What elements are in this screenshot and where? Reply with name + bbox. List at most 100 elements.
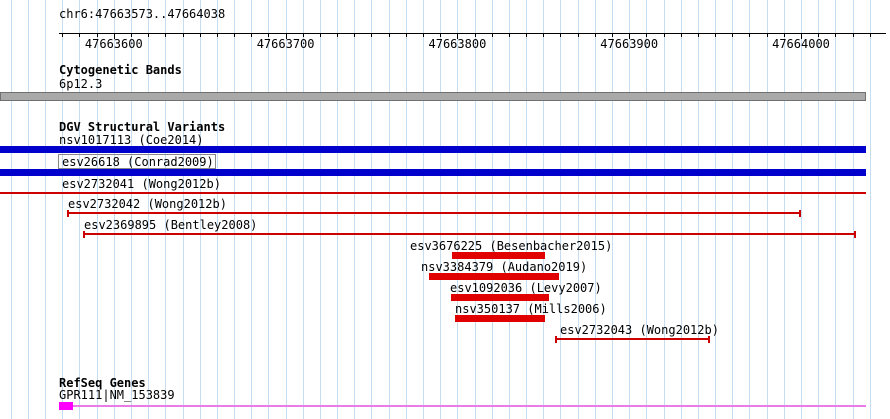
- ruler-tick: [715, 33, 717, 37]
- cytoband-bar: [0, 92, 866, 101]
- ruler-tick: [216, 33, 218, 37]
- grid-line: [148, 0, 150, 419]
- variant-end-tick: [67, 210, 69, 217]
- ruler-tick: [543, 33, 545, 37]
- variant-bar[interactable]: [452, 252, 545, 259]
- ruler-baseline: [59, 33, 886, 34]
- ruler-tick-label: 47663600: [84, 37, 143, 51]
- ruler-tick: [96, 33, 98, 37]
- ruler-tick-label: 47664000: [772, 37, 830, 51]
- variant-line[interactable]: [555, 338, 710, 340]
- grid-line: [818, 0, 820, 419]
- grid-line: [612, 0, 613, 419]
- ruler-tick: [594, 33, 596, 37]
- grid-line: [800, 0, 802, 419]
- variant-line[interactable]: [83, 233, 856, 235]
- ruler-major-tick: [457, 33, 459, 39]
- grid-line: [405, 0, 407, 419]
- ruler-tick: [783, 33, 785, 37]
- variant-line[interactable]: [0, 192, 866, 194]
- ruler-major-tick: [629, 33, 631, 39]
- grid-line: [646, 0, 648, 419]
- grid-line: [423, 0, 425, 419]
- grid-line: [130, 0, 132, 419]
- variant-label[interactable]: esv3676225 (Besenbacher2015): [410, 239, 613, 253]
- ruler-tick: [508, 33, 510, 37]
- variant-end-tick: [799, 210, 801, 217]
- variant-label[interactable]: esv26618 (Conrad2009): [62, 155, 214, 169]
- variant-label[interactable]: esv1092036 (Levy2007): [450, 281, 602, 295]
- grid-line: [594, 0, 596, 419]
- ruler-tick: [371, 33, 373, 37]
- ruler-tick: [560, 33, 562, 37]
- ruler-tick: [526, 33, 528, 37]
- grid-line: [697, 0, 699, 419]
- gene-exon-box[interactable]: [59, 402, 73, 410]
- ruler-tick: [62, 33, 64, 37]
- ruler-major-tick: [285, 33, 287, 39]
- ruler-tick: [79, 33, 81, 37]
- ruler-tick: [697, 33, 699, 37]
- grid-line: [216, 0, 218, 419]
- ruler-tick: [148, 33, 150, 37]
- ruler-tick: [182, 33, 184, 37]
- grid-line: [749, 0, 751, 419]
- variant-line[interactable]: [67, 212, 801, 214]
- grid-line: [543, 0, 545, 419]
- ruler-tick: [646, 33, 648, 37]
- grid-line: [457, 0, 459, 419]
- variant-bar[interactable]: [455, 315, 545, 322]
- track-title-dgv: DGV Structural Variants: [59, 120, 226, 134]
- variant-bar[interactable]: [0, 169, 866, 176]
- grid-line: [319, 0, 321, 419]
- grid-line: [354, 0, 356, 419]
- grid-line: [371, 0, 373, 419]
- grid-line: [783, 0, 785, 419]
- variant-bar[interactable]: [0, 146, 866, 153]
- grid-line: [663, 0, 665, 419]
- ruler-major-tick: [801, 33, 802, 39]
- gene-line[interactable]: [59, 405, 866, 407]
- ruler-tick-label: 47663700: [256, 37, 315, 51]
- grid-line: [79, 0, 81, 419]
- ruler-tick: [749, 33, 751, 37]
- ruler-tick: [268, 33, 270, 37]
- variant-label[interactable]: nsv3384379 (Audano2019): [421, 260, 588, 274]
- ruler-tick: [337, 33, 339, 37]
- ruler-tick: [388, 33, 390, 37]
- variant-highlight-box: [58, 154, 216, 169]
- grid-line: [10, 0, 12, 419]
- ruler-tick: [405, 33, 407, 37]
- track-title-refseq: RefSeq Genes: [59, 376, 146, 390]
- variant-label[interactable]: nsv350137 (Mills2006): [455, 302, 607, 316]
- grid-line: [268, 0, 270, 419]
- grid-line: [45, 0, 47, 419]
- grid-line: [852, 0, 854, 419]
- ruler-tick-label: 47663800: [428, 37, 487, 51]
- variant-label[interactable]: esv2369895 (Bentley2008): [84, 218, 258, 232]
- grid-line: [508, 0, 510, 419]
- variant-label[interactable]: esv2732042 (Wong2012b): [68, 197, 227, 211]
- ruler-tick: [354, 33, 356, 37]
- variant-bar[interactable]: [451, 294, 549, 301]
- grid-line: [285, 0, 287, 419]
- variant-bar[interactable]: [429, 273, 559, 280]
- ruler-tick: [474, 33, 476, 37]
- grid-line: [732, 0, 734, 419]
- gene-label[interactable]: GPR111|NM_153839: [59, 388, 175, 402]
- variant-label[interactable]: esv2732043 (Wong2012b): [560, 323, 719, 337]
- ruler-tick: [130, 33, 132, 37]
- ruler-tick-label: 47663900: [600, 37, 659, 51]
- variant-label[interactable]: esv2732041 (Wong2012b): [62, 177, 221, 191]
- ruler-tick: [869, 33, 871, 37]
- grid-line: [440, 0, 442, 419]
- ruler-tick: [423, 33, 425, 37]
- ruler-tick: [199, 33, 201, 37]
- ruler-tick: [491, 33, 493, 37]
- ruler-tick: [302, 33, 304, 37]
- ruler-tick: [835, 33, 837, 37]
- ruler-tick: [612, 33, 613, 37]
- variant-end-tick: [708, 336, 710, 343]
- variant-label[interactable]: nsv1017113 (Coe2014): [59, 133, 204, 147]
